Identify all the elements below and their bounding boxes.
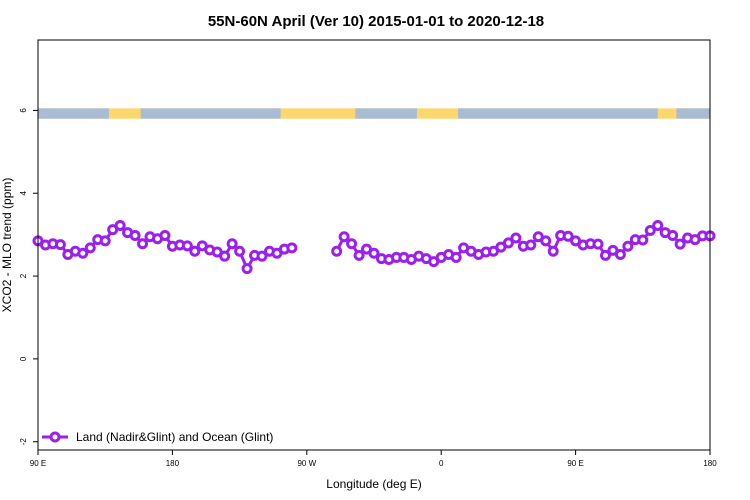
y-axis: -2 0 2 4 6 xyxy=(19,108,38,446)
legend-marker xyxy=(49,431,61,443)
data-point xyxy=(129,229,141,241)
band-ocean-segment xyxy=(458,108,658,119)
data-point xyxy=(114,220,126,232)
band-ocean-segment xyxy=(355,108,417,119)
data-point xyxy=(540,235,552,247)
x-axis-label: Longitude (deg E) xyxy=(326,477,421,491)
data-point xyxy=(181,240,193,252)
x-tick-label: 90 E xyxy=(567,459,583,468)
x-tick-label: 90 E xyxy=(30,459,46,468)
y-tick-label: 6 xyxy=(19,108,28,113)
data-point xyxy=(674,238,686,250)
x-tick-label: 90 W xyxy=(297,459,316,468)
data-point xyxy=(637,234,649,246)
chart-title: 55N-60N April (Ver 10) 2015-01-01 to 202… xyxy=(208,13,544,30)
data-point xyxy=(562,230,574,242)
data-point xyxy=(159,229,171,241)
data-point xyxy=(256,250,268,262)
plot-frame xyxy=(37,39,711,451)
x-axis: 90 E 180 90 W 0 90 E 180 xyxy=(30,450,717,468)
data-point xyxy=(84,242,96,254)
data-point xyxy=(77,247,89,259)
x-tick-label: 180 xyxy=(166,459,180,468)
y-tick-label: -2 xyxy=(19,438,28,446)
x-tick-label: 180 xyxy=(703,459,717,468)
x-tick-label: 0 xyxy=(439,459,444,468)
data-point xyxy=(137,238,149,250)
data-point xyxy=(234,245,246,257)
data-point xyxy=(652,220,664,232)
data-point xyxy=(502,237,514,249)
band-ocean-segment xyxy=(38,108,109,119)
data-point xyxy=(547,245,559,257)
data-point xyxy=(241,263,253,275)
series-line xyxy=(32,220,716,275)
legend-label: Land (Nadir&Glint) and Ocean (Glint) xyxy=(76,430,273,444)
data-point xyxy=(346,238,358,250)
y-tick-label: 4 xyxy=(19,190,28,195)
y-axis-label: XCO2 - MLO trend (ppm) xyxy=(0,178,14,313)
band-ocean-segment xyxy=(140,108,281,119)
data-point xyxy=(667,229,679,241)
y-tick-label: 2 xyxy=(19,273,28,278)
data-point xyxy=(189,245,201,257)
data-point xyxy=(54,239,66,251)
data-point xyxy=(592,238,604,250)
data-point xyxy=(353,249,365,261)
data-point xyxy=(99,235,111,247)
legend: Land (Nadir&Glint) and Ocean (Glint) xyxy=(42,430,273,444)
land-ocean-band xyxy=(38,108,710,119)
data-point xyxy=(219,250,231,262)
data-point xyxy=(614,249,626,261)
data-point xyxy=(338,231,350,243)
data-point xyxy=(368,247,380,259)
data-point xyxy=(510,232,522,244)
data-point xyxy=(644,225,656,237)
band-ocean-segment xyxy=(676,108,710,119)
data-point xyxy=(286,242,298,254)
data-point xyxy=(450,251,462,263)
y-tick-label: 0 xyxy=(19,356,28,361)
data-point xyxy=(599,249,611,261)
data-point xyxy=(331,245,343,257)
data-point xyxy=(226,238,238,250)
data-point xyxy=(525,239,537,251)
data-point xyxy=(622,240,634,252)
series-layer xyxy=(32,220,716,275)
